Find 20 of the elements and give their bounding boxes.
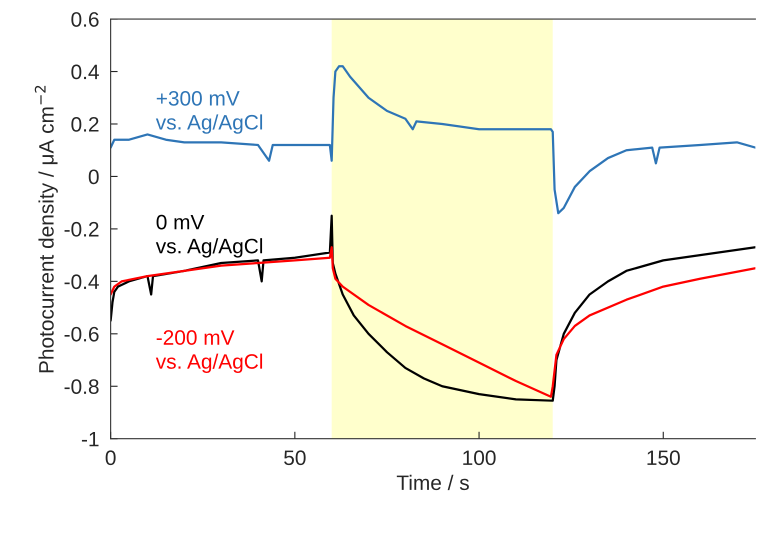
x-tick-label: 0 [106,450,116,466]
y-tick-label: -0.2 [64,222,98,237]
x-tick-label: 150 [647,450,680,466]
line-series [110,65,756,214]
y-tick-label: 0.2 [71,116,98,132]
line-series [110,214,756,402]
x-axis-title: Time / s [396,474,469,490]
y-axis-title: Photocurrent density / μA cm$^{−2}$ [34,86,58,372]
series-label: +300 mV vs. Ag/AgCl [156,90,262,134]
y-tick-label: -1 [82,432,99,446]
y-tick-label: 0.6 [71,12,99,27]
y-tick-label: -0.6 [64,326,99,342]
x-tick-label: 100 [463,450,496,466]
text: -200 mV vs. Ag/AgCl [156,330,262,373]
x-tick-label: 50 [284,450,306,466]
y-tick-label: 0 [88,169,99,184]
y-tick-label: 0.4 [71,64,99,80]
series-label: 0 mV vs. Ag/AgCl [156,214,262,258]
y-tick-label: -0.4 [64,274,99,290]
y-tick-label: -0.8 [64,379,99,394]
